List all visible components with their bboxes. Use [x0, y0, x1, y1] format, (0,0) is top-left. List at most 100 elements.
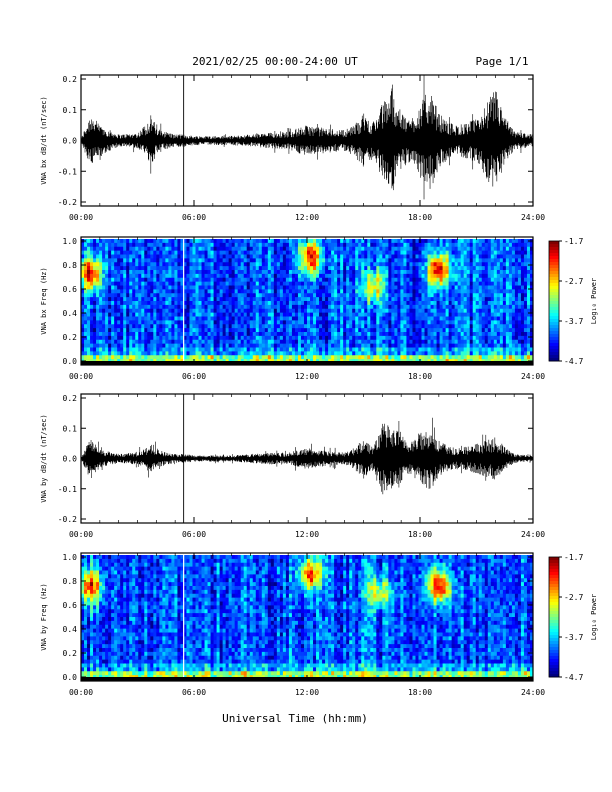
spectrogram-cell	[213, 343, 217, 348]
spectrogram-cell	[358, 289, 362, 294]
spectrogram-cell	[114, 320, 118, 325]
spectrogram-cell	[340, 239, 344, 244]
spectrogram-cell	[466, 289, 471, 294]
spectrogram-cell	[442, 343, 447, 348]
spectrogram-cell	[198, 289, 202, 294]
spectrogram-cell	[240, 347, 245, 352]
spectrogram-cell	[361, 355, 365, 360]
spectrogram-cell	[117, 254, 121, 259]
spectrogram-cell	[129, 254, 133, 259]
spectrogram-cell	[213, 312, 217, 317]
spectrogram-cell	[297, 239, 302, 244]
spectrogram-cell	[406, 250, 410, 255]
spectrogram-cell	[526, 335, 531, 341]
spectrogram-cell	[144, 239, 148, 244]
spectrogram-cell	[307, 273, 311, 279]
spectrogram-cell	[243, 266, 248, 271]
spectrogram-cell	[346, 355, 350, 360]
spectrogram-cell	[159, 246, 163, 252]
spectrogram-cell	[328, 246, 332, 252]
spectrogram-cell	[81, 254, 85, 259]
spectrogram-cell	[520, 266, 525, 271]
spectrogram-cell	[255, 266, 260, 271]
spectrogram-cell	[313, 270, 317, 275]
spectrogram-cell	[282, 297, 287, 302]
spectrogram-cell	[294, 339, 299, 345]
spectrogram-cell	[379, 250, 383, 255]
spectrogram-cell	[210, 308, 214, 314]
spectrogram-cell	[400, 270, 404, 275]
spectrogram-cell	[340, 324, 344, 329]
spectrogram-cell	[328, 304, 332, 310]
spectrogram-cell	[460, 332, 465, 337]
spectrogram-cell	[319, 297, 323, 302]
spectrogram-cell	[255, 335, 260, 341]
spectrogram-cell	[288, 328, 293, 333]
spectrogram-cell	[186, 328, 190, 333]
spectrogram-cell	[177, 328, 181, 333]
spectrogram-cell	[93, 246, 97, 252]
spectrogram-cell	[246, 254, 251, 259]
spectrogram-cell	[162, 273, 166, 279]
spectrogram-cell	[204, 270, 208, 275]
spectrogram-cell	[285, 316, 290, 321]
spectrogram-cell	[514, 312, 519, 317]
spectrogram-cell	[153, 242, 157, 248]
spectrogram-cell	[307, 285, 311, 290]
spectrogram-cell	[219, 308, 224, 314]
spectrogram-cell	[403, 320, 407, 325]
spectrogram-cell	[213, 335, 217, 341]
spectrogram-cell	[361, 242, 365, 248]
spectrogram-cell	[412, 332, 416, 337]
spectrogram-cell	[373, 312, 377, 317]
spectrogram-cell	[246, 250, 251, 255]
spectrogram-cell	[427, 351, 431, 356]
spectrogram-cell	[466, 316, 471, 321]
spectrogram-cell	[168, 351, 172, 356]
spectrogram-cell	[111, 246, 115, 252]
spectrogram-cell	[427, 258, 431, 263]
spectrogram-cell	[300, 320, 305, 325]
spectrogram-cell	[150, 239, 154, 244]
spectrogram-cell	[120, 262, 124, 267]
spectrogram-cell	[207, 258, 211, 263]
spectrogram-cell	[406, 304, 410, 310]
spectrogram-cell	[421, 270, 425, 275]
spectrogram-cell	[466, 328, 471, 333]
spectrogram-cell	[331, 266, 335, 271]
spectrogram-cell	[424, 277, 428, 283]
spectrogram-cell	[204, 293, 208, 298]
spectrogram-cell	[388, 308, 392, 314]
spectrogram-cell	[297, 246, 302, 252]
spectrogram-cell	[234, 277, 239, 283]
spectrogram-cell	[162, 293, 166, 298]
spectrogram-cell	[126, 332, 130, 337]
spectrogram-cell	[147, 339, 151, 345]
spectrogram-cell	[102, 250, 106, 255]
spectrogram-cell	[249, 297, 254, 302]
spectrogram-cell	[279, 266, 284, 271]
spectrogram-cell	[400, 320, 404, 325]
spectrogram-cell	[117, 246, 121, 252]
spectrogram-cell	[120, 320, 124, 325]
spectrogram-cell	[129, 324, 133, 329]
spectrogram-cell	[502, 293, 507, 298]
spectrogram-cell	[225, 293, 230, 298]
spectrogram-cell	[388, 273, 392, 279]
spectrogram-cell	[144, 351, 148, 356]
spectrogram-cell	[201, 297, 205, 302]
spectrogram-cell	[430, 254, 434, 259]
spectrogram-cell	[105, 335, 109, 341]
spectrogram-cell	[364, 293, 368, 298]
spectrogram-cell	[475, 289, 480, 294]
spectrogram-cell	[415, 273, 419, 279]
spectrogram-cell	[150, 250, 154, 255]
spectrogram-cell	[129, 266, 133, 271]
spectrogram-cell	[415, 324, 419, 329]
spectrogram-cell	[303, 343, 308, 348]
spectrogram-cell	[240, 250, 245, 255]
spectrogram-cell	[475, 250, 480, 255]
spectrogram-cell	[415, 266, 419, 271]
spectrogram-cell	[81, 281, 85, 286]
spectrogram-cell	[126, 281, 130, 286]
